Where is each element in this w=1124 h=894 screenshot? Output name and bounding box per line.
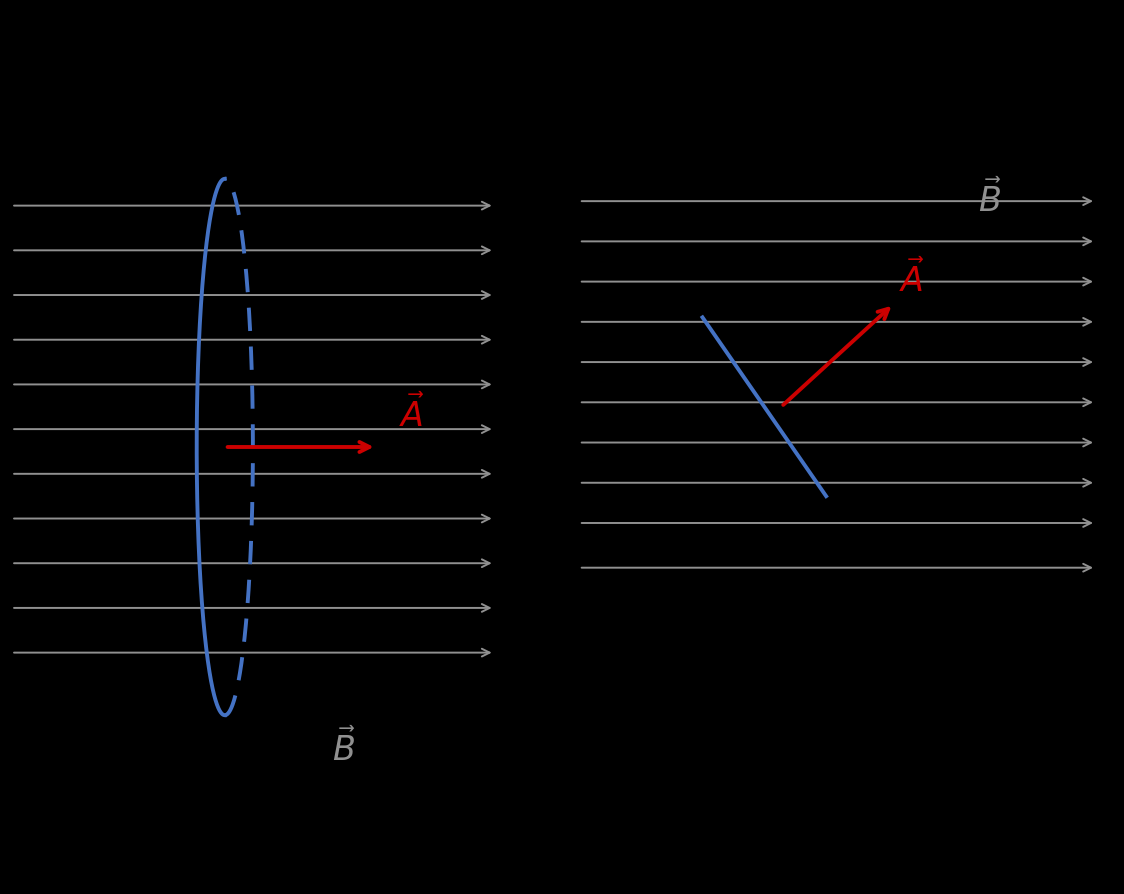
Text: $\vec{A}$: $\vec{A}$ bbox=[399, 394, 425, 434]
Text: $\vec{A}$: $\vec{A}$ bbox=[899, 260, 925, 299]
Text: $\vec{B}$: $\vec{B}$ bbox=[978, 179, 1001, 218]
Text: $\vec{B}$: $\vec{B}$ bbox=[332, 729, 355, 768]
